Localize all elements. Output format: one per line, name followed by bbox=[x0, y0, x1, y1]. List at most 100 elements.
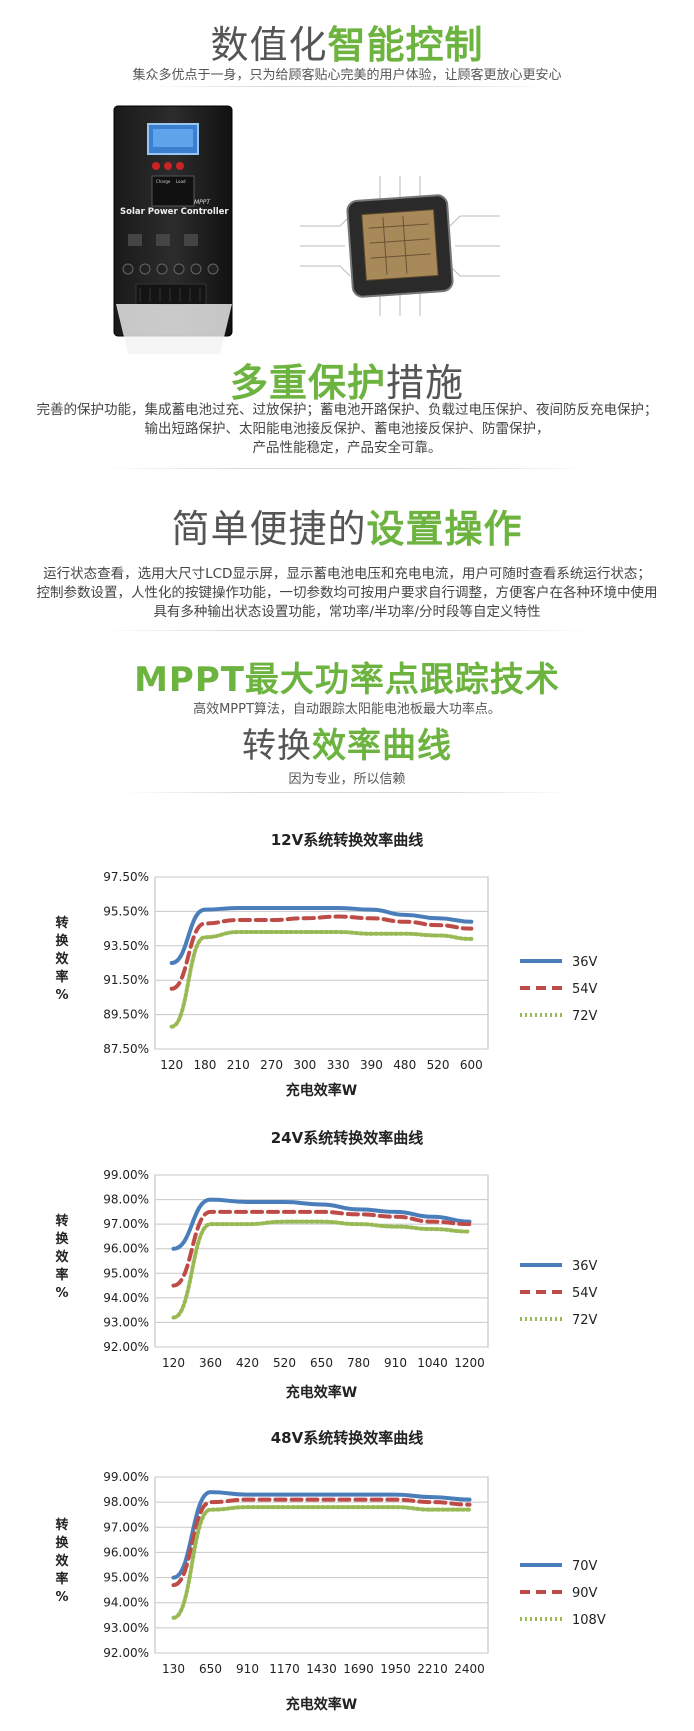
y-tick-label: 98.00% bbox=[103, 1495, 149, 1509]
y-tick-label: 97.00% bbox=[103, 1520, 149, 1534]
y-tick-label: 95.00% bbox=[103, 1266, 149, 1280]
y-axis-label: % bbox=[55, 988, 68, 1003]
plot-area bbox=[154, 876, 489, 1050]
series-line-54V bbox=[171, 1209, 472, 1288]
legend-label: 108V bbox=[572, 1613, 606, 1628]
y-tick-label: 96.00% bbox=[103, 1545, 149, 1559]
y-axis-label: 效 bbox=[55, 1553, 69, 1569]
y-tick-label: 99.00% bbox=[103, 1470, 149, 1484]
y-axis-label: % bbox=[55, 1590, 68, 1605]
x-tick-label: 300 bbox=[293, 1058, 316, 1072]
y-tick-label: 91.50% bbox=[103, 973, 149, 987]
series-line-108V bbox=[171, 1505, 472, 1620]
x-tick-label: 480 bbox=[393, 1058, 416, 1072]
y-tick-label: 92.00% bbox=[103, 1340, 149, 1354]
section2-line-1: 完善的保护功能，集成蓄电池过充、过放保护；蓄电池开路保护、负载过电压保护、夜间防… bbox=[36, 402, 658, 418]
y-axis-label: % bbox=[55, 1286, 68, 1301]
x-axis-label: 充电效率W bbox=[286, 1696, 357, 1713]
y-tick-label: 93.00% bbox=[103, 1315, 149, 1329]
chart-title: 48V系统转换效率曲线 bbox=[271, 1429, 423, 1447]
divider bbox=[100, 630, 594, 631]
x-axis-label: 充电效率W bbox=[286, 1082, 357, 1099]
x-tick-label: 130 bbox=[162, 1662, 185, 1676]
x-tick-label: 2400 bbox=[454, 1662, 485, 1676]
section4-title2: 转换效率曲线 bbox=[0, 718, 694, 767]
x-tick-label: 330 bbox=[327, 1058, 350, 1072]
y-tick-label: 97.50% bbox=[103, 870, 149, 884]
y-axis-label: 转 bbox=[55, 915, 68, 931]
series-line-72V bbox=[171, 1219, 472, 1320]
chart-title: 24V系统转换效率曲线 bbox=[271, 1129, 423, 1147]
x-tick-label: 210 bbox=[227, 1058, 250, 1072]
chart-title: 12V系统转换效率曲线 bbox=[271, 831, 423, 849]
y-axis-label: 转 bbox=[55, 1213, 68, 1229]
x-tick-label: 360 bbox=[199, 1356, 222, 1370]
section3-title: 简单便捷的设置操作 bbox=[0, 498, 694, 553]
series-line-72V bbox=[169, 930, 474, 1029]
legend-label: 90V bbox=[572, 1586, 598, 1601]
section3-line-1: 运行状态查看，选用大尺寸LCD显示屏，显示蓄电池电压和充电电流，用户可随时查看系… bbox=[43, 566, 651, 582]
section2-title-gray: 措施 bbox=[386, 361, 465, 405]
series-line-36V bbox=[169, 905, 474, 965]
y-tick-label: 93.50% bbox=[103, 939, 149, 953]
series-line-90V bbox=[171, 1497, 472, 1588]
x-tick-label: 600 bbox=[460, 1058, 483, 1072]
device-label-load: Load bbox=[176, 179, 186, 184]
y-tick-label: 97.00% bbox=[103, 1217, 149, 1231]
divider bbox=[100, 468, 594, 469]
device-name: Solar Power Controller bbox=[120, 207, 229, 217]
y-tick-label: 94.00% bbox=[103, 1596, 149, 1610]
x-tick-label: 650 bbox=[199, 1662, 222, 1676]
legend-label: 70V bbox=[572, 1559, 598, 1574]
x-tick-label: 910 bbox=[384, 1356, 407, 1370]
section4-title2-green: 效率曲线 bbox=[312, 726, 452, 766]
y-axis-label: 效 bbox=[55, 951, 69, 967]
x-tick-label: 270 bbox=[260, 1058, 283, 1072]
y-axis-label: 效 bbox=[55, 1249, 69, 1265]
x-tick-label: 2210 bbox=[417, 1662, 448, 1676]
y-axis-label: 率 bbox=[55, 1571, 68, 1587]
section4-subtitle: 高效MPPT算法，自动跟踪太阳能电池板最大功率点。 bbox=[193, 702, 501, 717]
y-tick-label: 95.00% bbox=[103, 1571, 149, 1585]
x-tick-label: 520 bbox=[273, 1356, 296, 1370]
y-tick-label: 94.00% bbox=[103, 1291, 149, 1305]
legend-label: 72V bbox=[572, 1009, 598, 1024]
section1-title-gray: 数值化 bbox=[210, 23, 328, 67]
x-tick-label: 120 bbox=[160, 1058, 183, 1072]
legend-label: 36V bbox=[572, 955, 598, 970]
x-tick-label: 910 bbox=[236, 1662, 259, 1676]
chip-image bbox=[300, 176, 500, 316]
efficiency-chart-48v: 48V系统转换效率曲线 99.00% 98.00% 97.00% 96.00% 95.00… bbox=[55, 1429, 606, 1713]
section1-subtitle: 集众多优点于一身，只为给顾客贴心完美的用户体验，让顾客更放心更安心 bbox=[132, 68, 562, 83]
device-brand: MPPT bbox=[194, 199, 211, 206]
y-axis-label: 换 bbox=[55, 933, 69, 949]
series-line-36V bbox=[171, 1197, 472, 1251]
y-tick-label: 93.00% bbox=[103, 1621, 149, 1635]
y-axis-label: 率 bbox=[55, 1267, 68, 1283]
x-tick-label: 1200 bbox=[454, 1356, 485, 1370]
y-axis-label: 换 bbox=[55, 1535, 69, 1551]
section3-line-3: 具有多种输出状态设置功能，常功率/半功率/分时段等自定义特性 bbox=[153, 604, 541, 620]
section3-title-gray: 简单便捷的 bbox=[171, 507, 367, 551]
x-tick-label: 650 bbox=[310, 1356, 333, 1370]
section4-subtitle2: 因为专业，所以信赖 bbox=[288, 772, 406, 787]
x-tick-label: 1950 bbox=[380, 1662, 411, 1676]
y-tick-label: 96.00% bbox=[103, 1242, 149, 1256]
y-axis-label: 率 bbox=[55, 969, 68, 985]
section3-title-green: 设置操作 bbox=[366, 507, 523, 551]
x-tick-label: 780 bbox=[347, 1356, 370, 1370]
legend-label: 54V bbox=[572, 1286, 598, 1301]
y-tick-label: 89.50% bbox=[103, 1008, 149, 1022]
x-tick-label: 1690 bbox=[343, 1662, 374, 1676]
legend-label: 36V bbox=[572, 1259, 598, 1274]
x-tick-label: 420 bbox=[236, 1356, 259, 1370]
section2-title-green: 多重保护 bbox=[229, 361, 386, 405]
x-tick-label: 1430 bbox=[306, 1662, 337, 1676]
y-axis-label: 转 bbox=[55, 1517, 68, 1533]
legend-label: 72V bbox=[572, 1313, 598, 1328]
x-tick-label: 390 bbox=[360, 1058, 383, 1072]
y-axis-label: 换 bbox=[55, 1231, 69, 1247]
section2-line-2: 输出短路保护、太阳能电池接反保护、蓄电池接反保护、防雷保护， bbox=[144, 421, 550, 437]
section2-line-3: 产品性能稳定，产品安全可靠。 bbox=[252, 440, 442, 456]
y-tick-label: 92.00% bbox=[103, 1646, 149, 1660]
